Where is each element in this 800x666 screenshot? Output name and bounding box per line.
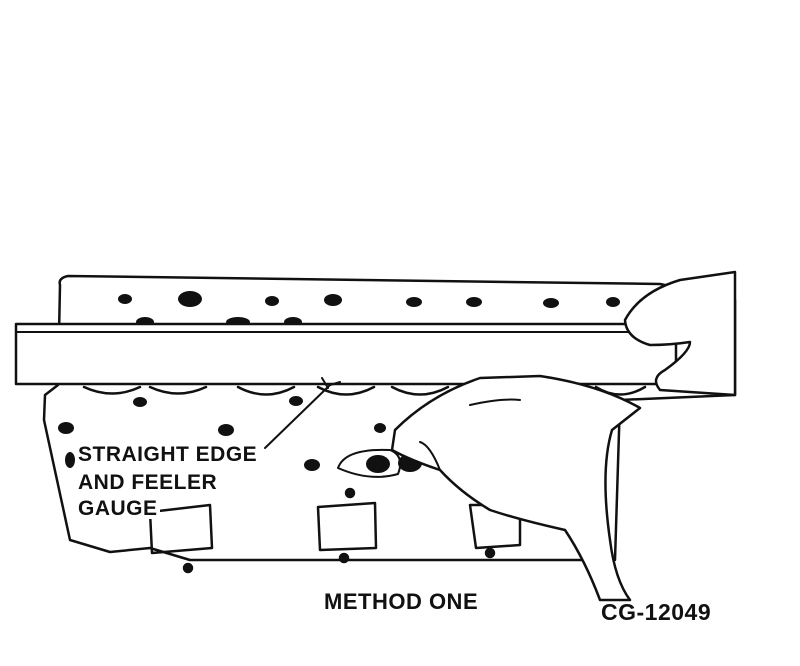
lower-hand [390,374,642,602]
manifold-ports [148,487,522,574]
callout-leader [264,384,331,449]
callout-label-line-1: STRAIGHT EDGE [76,443,260,466]
callout-label-line-3: GAUGE [76,497,160,520]
straight-edge-bar [14,322,678,386]
figure-caption: METHOD ONE [324,589,479,614]
figure-id: CG-12049 [601,599,712,625]
upper-hand [623,270,737,397]
top-bolt-holes [118,291,620,327]
callout-label-line-2: AND FEELER [76,471,220,494]
